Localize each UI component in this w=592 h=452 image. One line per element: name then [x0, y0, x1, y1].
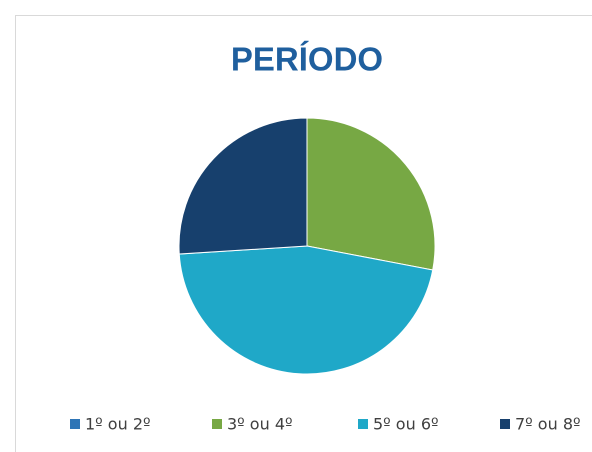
legend-swatch	[212, 419, 222, 429]
legend-swatch	[500, 419, 510, 429]
pie-slice	[178, 117, 308, 255]
chart-title: PERÍODO	[231, 41, 383, 78]
pie-slice	[178, 245, 434, 375]
legend-label: 3º ou 4º	[227, 415, 293, 434]
legend-label: 7º ou 8º	[515, 415, 581, 434]
pie-slice	[306, 117, 436, 271]
legend-label: 1º ou 2º	[85, 415, 151, 434]
legend-swatch	[358, 419, 368, 429]
legend-swatch	[70, 419, 80, 429]
legend-label: 5º ou 6º	[373, 415, 439, 434]
